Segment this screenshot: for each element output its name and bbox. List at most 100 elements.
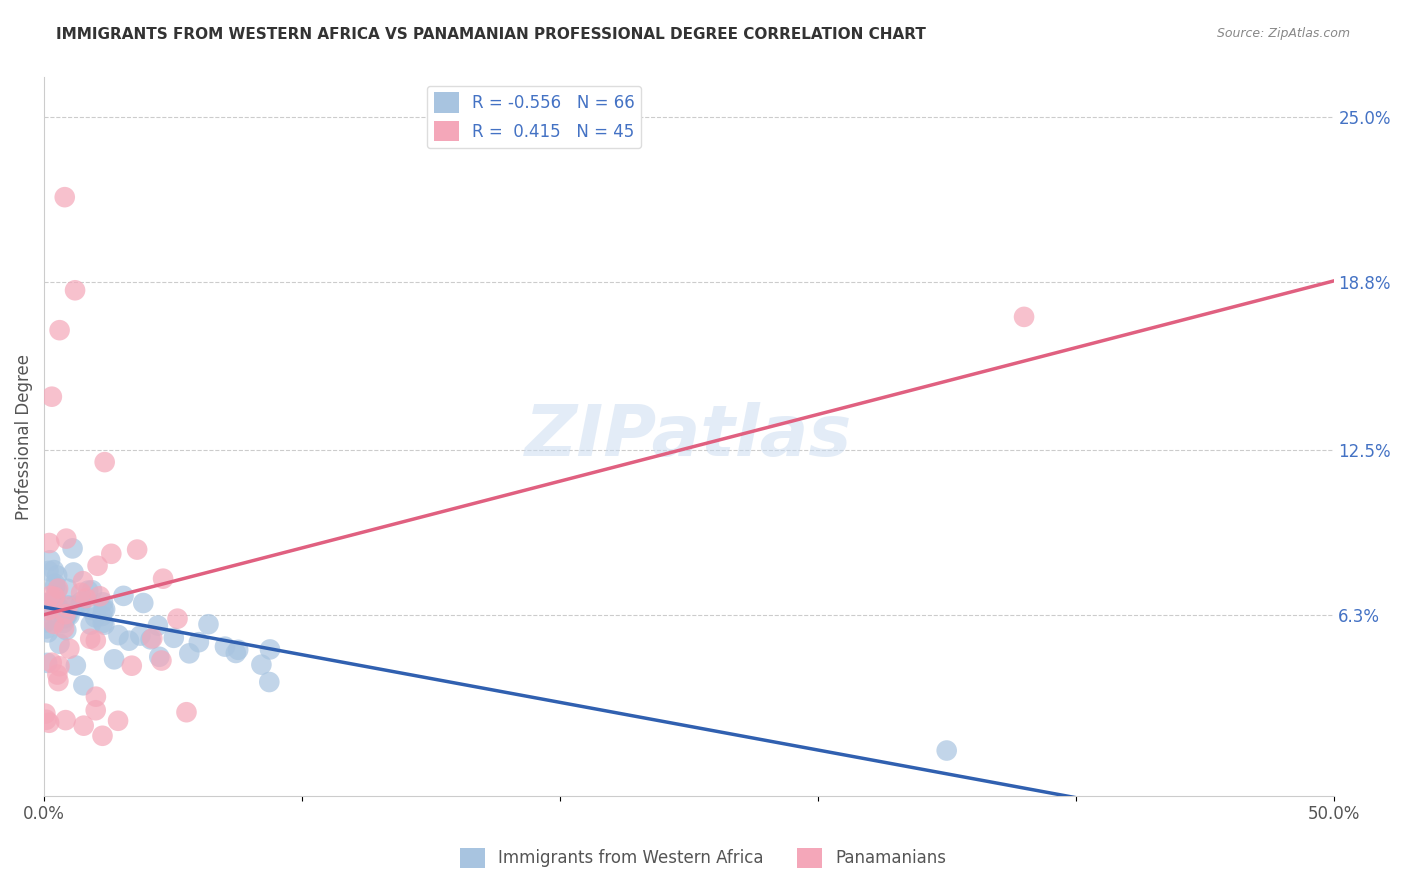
Point: [1012, 310, 1035, 324]
Point: [39, 553, 62, 567]
Point: [48, 637, 70, 651]
Point: [46, 582, 69, 597]
Point: [38, 536, 60, 550]
Point: [44, 590, 66, 604]
Point: [48, 323, 70, 337]
Point: [187, 635, 209, 649]
Point: [70, 586, 93, 600]
Point: [86, 558, 108, 573]
Point: [103, 652, 125, 666]
Text: ZIPatlas: ZIPatlas: [524, 402, 852, 471]
Point: [62, 566, 84, 580]
Point: [91, 615, 114, 630]
Point: [58, 608, 80, 623]
Point: [259, 675, 281, 690]
Point: [91, 609, 114, 624]
Point: [91, 729, 114, 743]
Point: [39, 595, 62, 609]
Point: [46, 667, 69, 681]
Point: [141, 632, 163, 646]
Point: [259, 642, 281, 657]
Point: [56, 599, 79, 614]
Point: [93, 603, 115, 617]
Point: [46, 600, 69, 615]
Point: [58, 599, 80, 613]
Point: [55, 607, 77, 621]
Point: [56, 608, 79, 623]
Point: [37, 625, 59, 640]
Point: [48, 659, 70, 673]
Point: [37, 564, 59, 578]
Point: [79, 632, 101, 646]
Point: [38, 603, 60, 617]
Point: [107, 628, 129, 642]
Point: [176, 705, 198, 719]
Point: [84, 703, 107, 717]
Y-axis label: Professional Degree: Professional Degree: [15, 353, 32, 520]
Point: [55, 607, 77, 622]
Point: [44, 579, 66, 593]
Point: [38, 715, 60, 730]
Point: [62, 541, 84, 556]
Point: [93, 455, 115, 469]
Point: [65, 658, 87, 673]
Point: [53, 607, 76, 621]
Point: [91, 595, 114, 609]
Point: [48, 674, 70, 689]
Point: [53, 611, 76, 625]
Point: [84, 633, 107, 648]
Point: [84, 610, 107, 624]
Point: [152, 572, 174, 586]
Point: [121, 658, 143, 673]
Point: [226, 642, 249, 657]
Point: [42, 563, 65, 577]
Point: [37, 656, 59, 670]
Point: [41, 390, 63, 404]
Point: [79, 617, 101, 632]
Point: [53, 621, 76, 635]
Point: [225, 646, 247, 660]
Point: [63, 599, 86, 613]
Point: [84, 690, 107, 704]
Point: [250, 657, 273, 672]
Text: IMMIGRANTS FROM WESTERN AFRICA VS PANAMANIAN PROFESSIONAL DEGREE CORRELATION CHA: IMMIGRANTS FROM WESTERN AFRICA VS PANAMA…: [56, 27, 927, 42]
Point: [93, 617, 115, 632]
Point: [118, 633, 141, 648]
Point: [179, 646, 201, 660]
Legend: R = -0.556   N = 66, R =  0.415   N = 45: R = -0.556 N = 66, R = 0.415 N = 45: [427, 86, 641, 148]
Point: [127, 542, 149, 557]
Point: [41, 601, 63, 615]
Point: [89, 589, 111, 603]
Point: [55, 713, 77, 727]
Point: [73, 719, 96, 733]
Point: [146, 618, 169, 632]
Point: [46, 582, 69, 596]
Point: [100, 547, 122, 561]
Point: [112, 589, 135, 603]
Point: [129, 629, 152, 643]
Point: [55, 623, 77, 637]
Point: [58, 641, 80, 656]
Point: [34, 615, 56, 630]
Point: [48, 602, 70, 616]
Point: [163, 631, 186, 645]
Point: [63, 283, 86, 297]
Point: [41, 656, 63, 670]
Point: [52, 615, 75, 630]
Point: [214, 640, 236, 654]
Point: [80, 603, 103, 617]
Point: [35, 622, 58, 636]
Point: [53, 190, 76, 204]
Point: [70, 595, 93, 609]
Point: [75, 591, 97, 606]
Point: [69, 599, 91, 613]
Point: [39, 589, 62, 603]
Point: [150, 654, 173, 668]
Point: [72, 574, 94, 589]
Point: [148, 649, 170, 664]
Point: [46, 568, 69, 582]
Point: [56, 582, 79, 596]
Point: [80, 583, 103, 598]
Point: [132, 596, 155, 610]
Point: [72, 678, 94, 692]
